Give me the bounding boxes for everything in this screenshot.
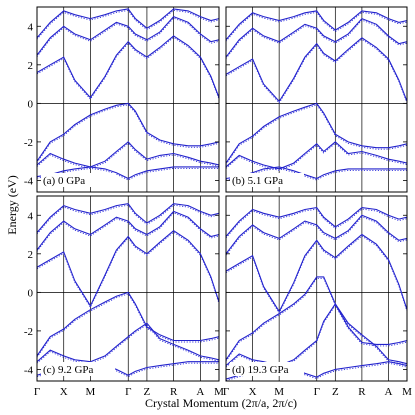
x-tick-label: A bbox=[384, 386, 392, 398]
band-points bbox=[226, 362, 407, 381]
band-line bbox=[37, 141, 219, 168]
band-points bbox=[226, 208, 407, 239]
band-points bbox=[37, 324, 219, 364]
x-tick-label: X bbox=[60, 386, 68, 398]
panel-label: (c) 9.2 GPa bbox=[43, 364, 94, 376]
band-line bbox=[226, 141, 407, 170]
band-line bbox=[226, 17, 407, 58]
band-line bbox=[226, 207, 407, 237]
bands bbox=[37, 203, 219, 378]
panel-label-bg bbox=[41, 362, 115, 376]
x-tick-label: Γ bbox=[314, 386, 320, 398]
y-tick-label: -2 bbox=[24, 137, 33, 149]
y-axis-title: Energy (eV) bbox=[5, 175, 19, 234]
panel-label-bg bbox=[230, 362, 304, 376]
band-line bbox=[226, 102, 407, 164]
panel-label-bg bbox=[41, 173, 115, 187]
band-line bbox=[37, 291, 219, 357]
panel-frame bbox=[225, 6, 408, 193]
panel-frame bbox=[36, 6, 220, 193]
band-line bbox=[226, 166, 407, 180]
band-line bbox=[226, 276, 407, 361]
panel-4: Γ X M Γ Z R A M(d) 19.3 GPa bbox=[223, 195, 412, 398]
band-points bbox=[226, 19, 407, 59]
band-line bbox=[37, 322, 219, 363]
band-line bbox=[37, 166, 219, 180]
band-points bbox=[226, 235, 407, 315]
x-tick-label: M bbox=[274, 386, 284, 398]
x-tick-label: A bbox=[196, 386, 204, 398]
band-line bbox=[37, 203, 219, 233]
panel-label: (d) 19.3 GPa bbox=[232, 364, 289, 376]
band-points bbox=[37, 362, 219, 378]
y-tick-label: -2 bbox=[24, 326, 33, 338]
x-tick-label: Γ bbox=[34, 386, 40, 398]
x-tick-label: R bbox=[170, 386, 178, 398]
panel-label-bg bbox=[230, 173, 304, 187]
x-tick-label: R bbox=[358, 386, 366, 398]
x-tick-label: M bbox=[86, 386, 96, 398]
band-points bbox=[37, 104, 219, 163]
band-points bbox=[226, 304, 407, 368]
x-tick-label: X bbox=[249, 386, 257, 398]
band-line bbox=[37, 15, 219, 56]
bands bbox=[37, 8, 219, 181]
band-line bbox=[37, 102, 219, 162]
band-line bbox=[226, 302, 407, 367]
y-tick-label: 4 bbox=[28, 210, 34, 222]
band-points bbox=[37, 212, 219, 252]
bands bbox=[226, 207, 407, 381]
panel-frame bbox=[36, 195, 220, 382]
y-tick-label: 0 bbox=[28, 98, 34, 110]
x-tick-label: Γ bbox=[223, 386, 229, 398]
x-tick-label: Z bbox=[144, 386, 151, 398]
band-line bbox=[226, 37, 407, 103]
panel-2: (b) 5.1 GPa bbox=[225, 6, 408, 193]
band-points bbox=[37, 17, 219, 57]
band-points bbox=[37, 142, 219, 169]
bands bbox=[226, 10, 407, 181]
panel-label: (b) 5.1 GPa bbox=[232, 175, 283, 187]
y-tick-label: 2 bbox=[28, 249, 34, 261]
band-line bbox=[37, 35, 219, 99]
x-tick-label: M bbox=[402, 386, 412, 398]
y-tick-label: 4 bbox=[28, 21, 34, 33]
x-tick-label: Γ bbox=[125, 386, 131, 398]
x-axis-title: Crystal Momentum (2π/a, 2π/c) bbox=[145, 396, 297, 410]
band-line bbox=[226, 233, 407, 313]
x-tick-label: Z bbox=[332, 386, 339, 398]
y-tick-label: -4 bbox=[24, 364, 34, 376]
panel-label: (a) 0 GPa bbox=[43, 175, 85, 187]
y-tick-label: 0 bbox=[28, 287, 34, 299]
band-points bbox=[37, 167, 219, 181]
x-tick-label: M bbox=[214, 386, 224, 398]
panel-frame bbox=[225, 195, 408, 382]
band-points bbox=[226, 11, 407, 42]
band-line bbox=[226, 10, 407, 41]
panel-1: -4 -2 0 2 4 (a) 0 GPa bbox=[24, 6, 220, 193]
band-points bbox=[37, 231, 219, 309]
y-tick-label: -4 bbox=[24, 175, 34, 187]
band-line bbox=[37, 230, 219, 307]
band-line bbox=[226, 214, 407, 255]
band-points bbox=[226, 216, 407, 256]
band-line bbox=[37, 8, 219, 39]
y-tick-label: 2 bbox=[28, 60, 34, 72]
band-line bbox=[37, 210, 219, 251]
